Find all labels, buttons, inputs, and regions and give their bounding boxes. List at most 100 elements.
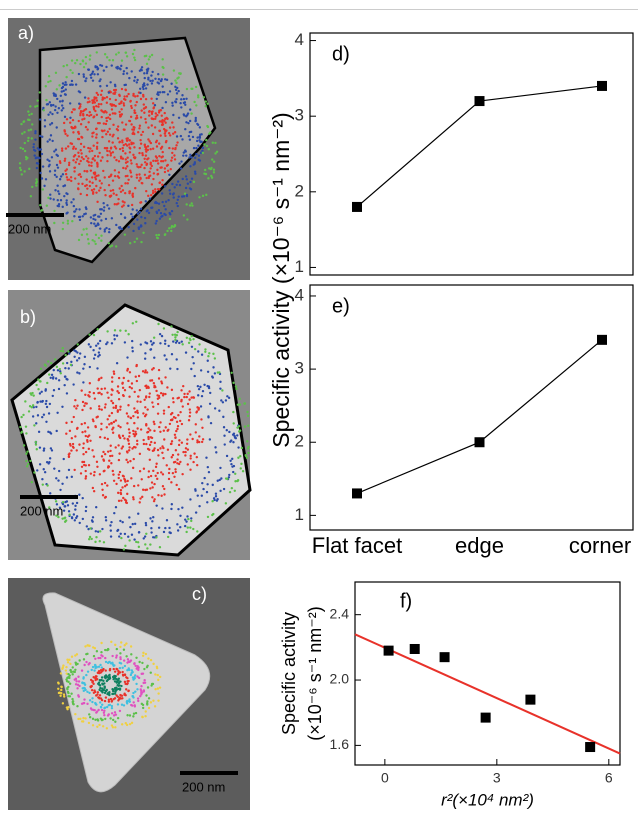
dot: [132, 701, 135, 704]
dot: [139, 116, 143, 119]
dot: [128, 395, 131, 398]
dot: [63, 157, 67, 160]
dot: [188, 187, 192, 190]
dot: [161, 473, 165, 476]
dot: [106, 149, 109, 153]
dot: [57, 387, 61, 391]
dot: [157, 73, 160, 76]
dot: [192, 527, 195, 531]
dot: [117, 197, 120, 201]
dot: [161, 451, 164, 455]
dot: [111, 431, 115, 434]
dot: [163, 233, 167, 236]
dot: [158, 154, 161, 158]
dot: [46, 140, 49, 143]
dot: [236, 403, 240, 406]
dot: [144, 710, 147, 713]
dot: [186, 526, 189, 529]
dot: [74, 61, 77, 65]
dot: [161, 200, 164, 204]
dot: [121, 386, 125, 390]
dot: [67, 706, 70, 709]
dot: [71, 442, 75, 446]
dot: [101, 725, 105, 728]
dot: [87, 242, 90, 245]
dot: [57, 681, 60, 684]
dot: [88, 713, 91, 716]
dot: [88, 535, 92, 539]
dot: [140, 478, 143, 481]
dot: [105, 119, 108, 123]
dot: [67, 163, 71, 167]
dot: [138, 124, 142, 127]
dot: [137, 531, 141, 534]
dot: [150, 379, 154, 382]
dot: [117, 473, 121, 476]
dot: [42, 109, 45, 112]
dot: [117, 681, 121, 685]
dot: [91, 176, 94, 179]
dot: [184, 447, 188, 450]
dot: [174, 341, 178, 344]
dot: [154, 465, 158, 469]
dot: [164, 100, 168, 104]
dot: [157, 692, 160, 695]
dot: [78, 352, 82, 355]
dot: [82, 381, 85, 384]
dot: [243, 402, 247, 405]
dot: [165, 164, 169, 167]
dot: [122, 143, 125, 147]
dot: [63, 375, 67, 378]
dot: [95, 127, 98, 130]
dot: [109, 454, 112, 458]
dot: [47, 196, 50, 200]
dot: [200, 394, 204, 398]
dot: [74, 654, 77, 657]
dot: [126, 144, 129, 147]
dot: [115, 334, 119, 337]
dot: [84, 645, 87, 648]
dot: [36, 147, 39, 150]
dot: [197, 144, 200, 147]
dot: [147, 470, 151, 473]
x-tick-label: 0: [381, 770, 389, 786]
dot: [78, 218, 82, 222]
dot: [96, 165, 99, 168]
dot: [184, 127, 187, 131]
dot: [136, 409, 139, 413]
dot: [190, 177, 194, 180]
dot: [126, 661, 129, 664]
dot: [154, 117, 157, 120]
dot: [147, 427, 150, 430]
dot: [177, 414, 180, 417]
dot: [184, 115, 188, 118]
dot: [192, 180, 196, 184]
dot: [156, 236, 160, 240]
dot: [122, 548, 126, 551]
dot: [93, 397, 97, 400]
dot: [104, 194, 107, 197]
dot: [179, 134, 183, 138]
dot: [171, 101, 174, 105]
dot: [211, 141, 215, 144]
dot: [77, 72, 81, 76]
dot: [82, 73, 85, 76]
dot: [205, 138, 208, 142]
dot: [158, 129, 162, 133]
dot: [159, 166, 162, 169]
dot: [91, 697, 94, 700]
dot: [143, 678, 146, 682]
dot: [108, 459, 111, 462]
dot: [104, 519, 108, 522]
dot: [83, 117, 86, 120]
dot: [192, 337, 195, 341]
dot: [115, 203, 119, 206]
dot: [175, 202, 178, 205]
dot: [49, 361, 53, 365]
dot: [79, 149, 82, 152]
dot: [194, 85, 198, 89]
dot: [222, 487, 226, 491]
dot: [133, 704, 136, 707]
dot: [96, 719, 100, 722]
dot: [103, 129, 106, 132]
